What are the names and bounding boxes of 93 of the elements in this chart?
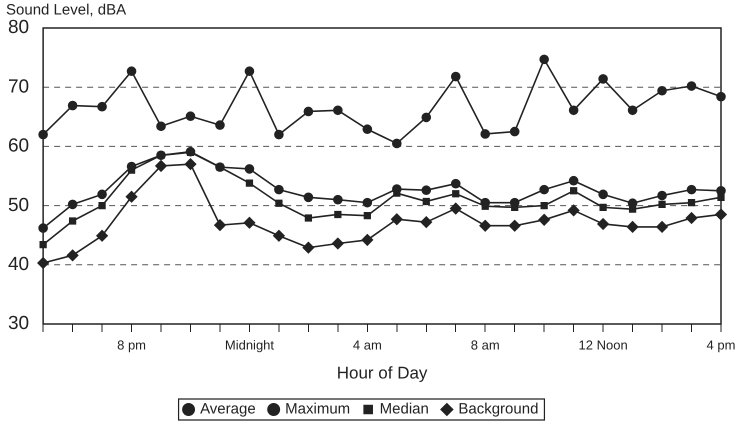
point (450, 72, 461, 82)
y-tick-label: 50 (8, 194, 30, 216)
point (480, 129, 490, 139)
point (274, 130, 284, 140)
point (274, 184, 284, 194)
point (452, 190, 460, 198)
point (422, 198, 430, 206)
point (508, 220, 520, 232)
point (688, 199, 696, 206)
point (333, 194, 343, 204)
point (66, 250, 78, 262)
x-axis-title: Hour of Day (336, 363, 428, 382)
point (244, 216, 256, 229)
y-axis-title: Sound Level, dBA (6, 2, 126, 19)
point (244, 66, 254, 76)
point (628, 206, 636, 213)
y-tick-label: 40 (8, 254, 30, 276)
point (362, 124, 372, 134)
point (98, 202, 106, 210)
point (68, 100, 78, 110)
point (568, 105, 578, 116)
x-tick-label: Midnight (224, 337, 274, 352)
point (657, 190, 667, 200)
point (686, 81, 696, 91)
point (126, 66, 136, 76)
point (126, 190, 138, 203)
point (68, 217, 76, 225)
point (97, 102, 107, 112)
point (450, 178, 461, 188)
point (186, 111, 196, 122)
point (450, 202, 462, 214)
point (510, 126, 520, 136)
point (332, 238, 344, 250)
point (334, 210, 342, 218)
point (304, 214, 312, 222)
point (539, 184, 549, 194)
point (421, 185, 432, 196)
point (68, 200, 78, 210)
point (304, 192, 314, 202)
point (96, 230, 108, 242)
point (479, 220, 492, 232)
legend-label: Average (200, 400, 256, 418)
point (657, 86, 667, 96)
point (538, 214, 550, 226)
point (628, 105, 638, 116)
legend-label: Median (380, 400, 429, 418)
point (570, 187, 578, 194)
point (304, 106, 314, 116)
x-tick-label: 4 pm (706, 337, 736, 352)
legend-label: Maximum (285, 400, 350, 418)
point (686, 184, 696, 194)
y-tick-label: 70 (8, 76, 30, 98)
point (156, 121, 166, 132)
y-tick-label: 80 (8, 17, 30, 38)
point (364, 212, 371, 220)
point (273, 230, 285, 242)
point (302, 242, 314, 254)
point (539, 54, 549, 64)
point (362, 198, 372, 208)
x-tick-label: 12 Noon (578, 337, 628, 352)
x-tick-label: 4 am (352, 337, 382, 352)
point (626, 221, 638, 233)
point (391, 213, 403, 226)
point (598, 190, 608, 200)
point (362, 234, 374, 246)
x-tick-label: 8 pm (117, 337, 146, 352)
point (333, 105, 343, 116)
point (597, 218, 609, 230)
point (155, 160, 167, 172)
y-tick-label: 60 (8, 136, 30, 157)
point (658, 200, 666, 208)
point (214, 219, 226, 231)
point (420, 216, 432, 228)
point (275, 200, 283, 207)
point (157, 152, 165, 159)
point (568, 176, 578, 186)
point (421, 112, 432, 122)
point (656, 221, 668, 233)
x-tick-label: 8 am (470, 337, 500, 352)
point (568, 204, 580, 216)
point (540, 202, 548, 210)
point (40, 241, 47, 248)
point (599, 204, 607, 212)
point (97, 190, 107, 200)
point (246, 179, 254, 187)
point (215, 120, 225, 130)
y-tick-label: 30 (8, 313, 30, 334)
point (244, 164, 254, 174)
point (598, 74, 608, 84)
legend-label: Background (458, 400, 538, 418)
point (686, 212, 698, 224)
point (392, 138, 402, 148)
point (184, 158, 196, 170)
